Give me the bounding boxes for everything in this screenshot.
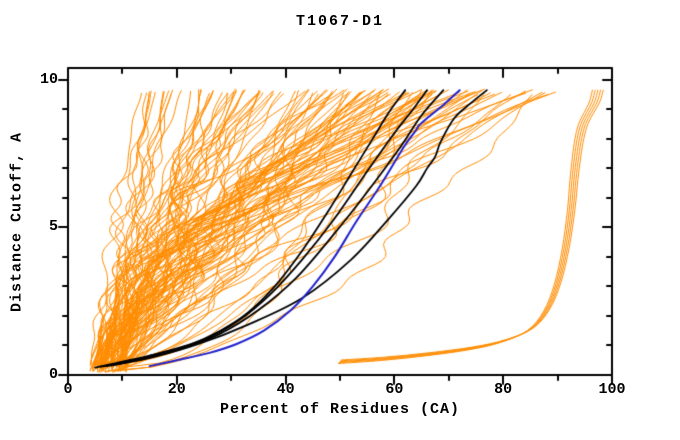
y-tick-label: 0 [48, 366, 58, 383]
x-tick-label: 20 [167, 381, 186, 398]
x-axis-label: Percent of Residues (CA) [219, 401, 461, 418]
x-tick-label: 80 [494, 381, 513, 398]
x-tick-label: 60 [385, 381, 404, 398]
y-tick-label: 5 [48, 218, 58, 236]
x-tick-label: 0 [63, 381, 73, 398]
chart-title: T1067-D1 [295, 13, 384, 30]
x-tick-label: 40 [276, 381, 295, 398]
y-tick-label: 10 [39, 70, 58, 88]
x-tick-label: 100 [598, 381, 626, 398]
